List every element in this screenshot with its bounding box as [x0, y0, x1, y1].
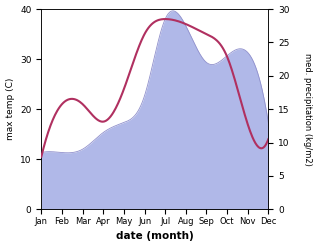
- Y-axis label: max temp (C): max temp (C): [5, 78, 15, 140]
- Y-axis label: med. precipitation (kg/m2): med. precipitation (kg/m2): [303, 53, 313, 165]
- X-axis label: date (month): date (month): [116, 231, 194, 242]
